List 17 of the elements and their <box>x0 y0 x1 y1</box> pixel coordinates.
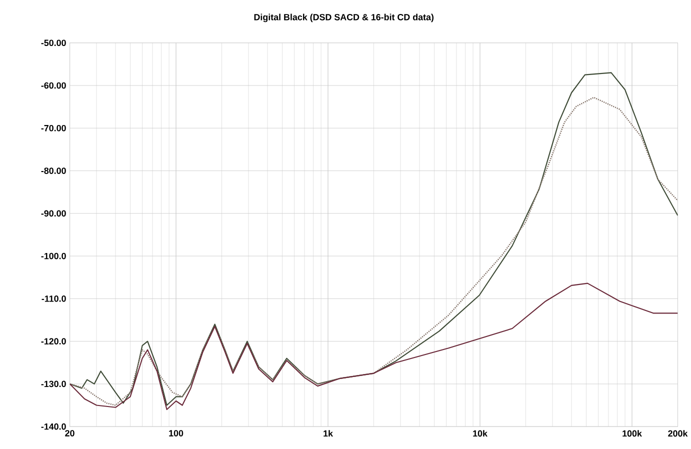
y-tick-label: -130.0 <box>41 381 66 388</box>
x-tick-label: 10k <box>473 430 488 437</box>
x-tick-label: 100k <box>622 430 642 437</box>
y-tick-label: -70.00 <box>41 125 66 132</box>
y-tick-label: -90.00 <box>41 210 66 217</box>
y-tick-label: -140.0 <box>41 424 66 430</box>
y-tick-label: -60.00 <box>41 82 66 89</box>
x-tick-label: 200k <box>668 430 688 437</box>
x-tick-label: 1k <box>324 430 333 437</box>
y-tick-label: -100.0 <box>41 253 66 260</box>
chart-title: Digital Black (DSD SACD & 16-bit CD data) <box>254 14 434 22</box>
y-tick-label: -50.00 <box>41 40 66 46</box>
x-tick-label: 100 <box>169 430 184 437</box>
y-tick-label: -80.00 <box>41 168 66 174</box>
y-tick-label: -110.0 <box>42 296 66 302</box>
y-tick-label: -120.0 <box>41 338 66 345</box>
x-tick-label: 20 <box>65 430 74 437</box>
